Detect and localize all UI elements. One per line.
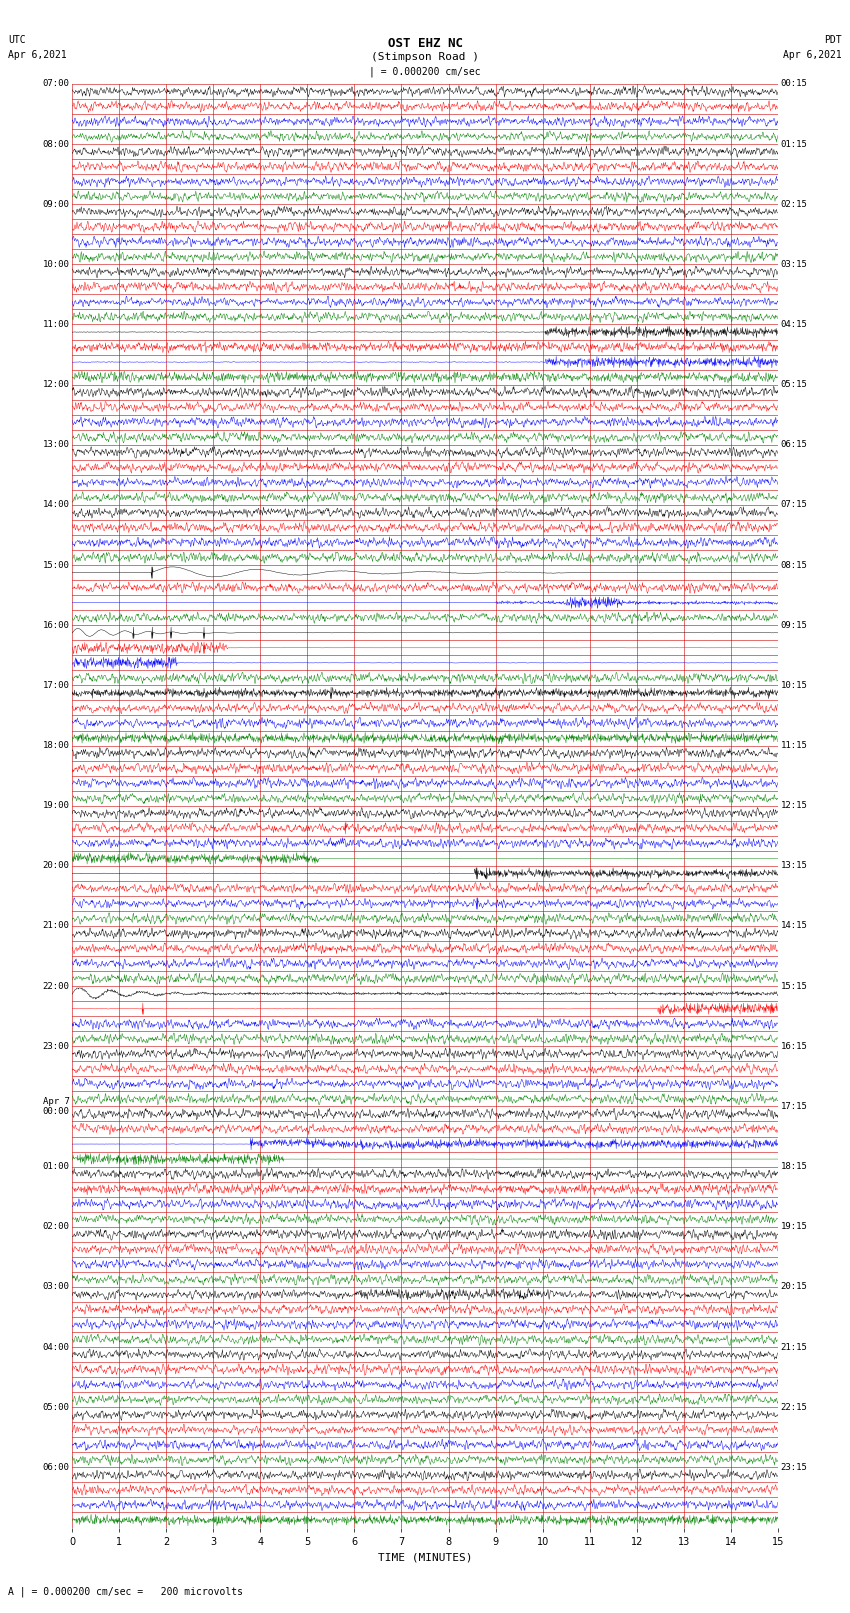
Text: Apr 6,2021: Apr 6,2021 bbox=[783, 50, 842, 60]
Text: OST EHZ NC: OST EHZ NC bbox=[388, 37, 462, 50]
Text: PDT: PDT bbox=[824, 35, 842, 45]
Text: | = 0.000200 cm/sec: | = 0.000200 cm/sec bbox=[369, 66, 481, 77]
X-axis label: TIME (MINUTES): TIME (MINUTES) bbox=[377, 1552, 473, 1561]
Text: (Stimpson Road ): (Stimpson Road ) bbox=[371, 52, 479, 61]
Text: A | = 0.000200 cm/sec =   200 microvolts: A | = 0.000200 cm/sec = 200 microvolts bbox=[8, 1586, 243, 1597]
Text: UTC: UTC bbox=[8, 35, 26, 45]
Text: Apr 6,2021: Apr 6,2021 bbox=[8, 50, 67, 60]
